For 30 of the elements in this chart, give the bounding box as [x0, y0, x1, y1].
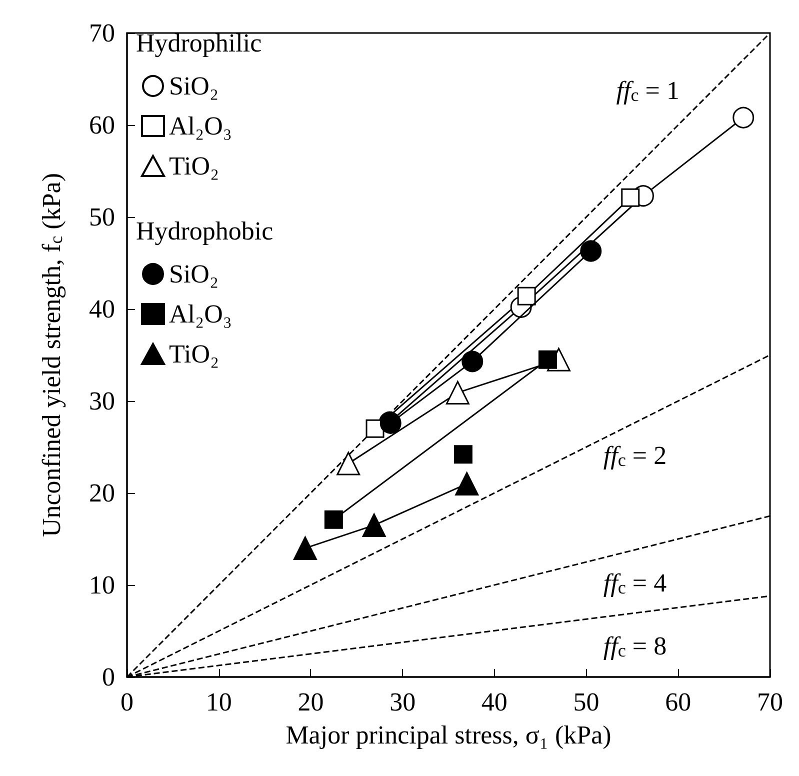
legend-label: Al₂O₃ [169, 112, 232, 140]
x-tick-label: 20 [298, 688, 324, 716]
x-tick-label: 40 [481, 688, 508, 716]
series-label: ffc = 4 [603, 568, 667, 598]
series-label: ffc = 1 [616, 76, 680, 105]
y-tick-label: 70 [89, 18, 115, 48]
legend-label: SiO₂ [169, 260, 219, 288]
x-tick-label: 10 [206, 688, 232, 716]
legend-label: TiO₂ [169, 340, 220, 368]
y-tick-label: 20 [89, 478, 115, 508]
x-tick-label: 70 [757, 688, 783, 716]
y-tick-label: 0 [102, 662, 115, 692]
series-label: ffc = 2 [603, 441, 667, 470]
annotation: Hydrophobic [136, 216, 274, 246]
y-axis-title: Unconfined yield strength, fc (kPa) [36, 172, 66, 538]
x-tick-label: 60 [665, 688, 692, 716]
x-tick-label: 50 [573, 688, 600, 716]
x-tick-label: 30 [390, 688, 416, 716]
y-tick-label: 10 [89, 570, 115, 600]
legend-label: TiO₂ [169, 152, 220, 180]
legend-label: Al₂O₃ [169, 300, 232, 328]
y-tick-label: 50 [89, 202, 115, 232]
annotation: Hydrophilic [136, 28, 262, 58]
y-tick-label: 30 [89, 386, 115, 416]
series-label: ffc = 8 [603, 632, 667, 661]
legend-label: SiO₂ [169, 72, 219, 100]
x-tick-label: 0 [120, 688, 134, 716]
x-axis-title: Major principal stress, σ₁ (kPa) [286, 720, 612, 750]
y-tick-label: 60 [89, 110, 115, 140]
y-tick-label: 40 [89, 294, 115, 324]
